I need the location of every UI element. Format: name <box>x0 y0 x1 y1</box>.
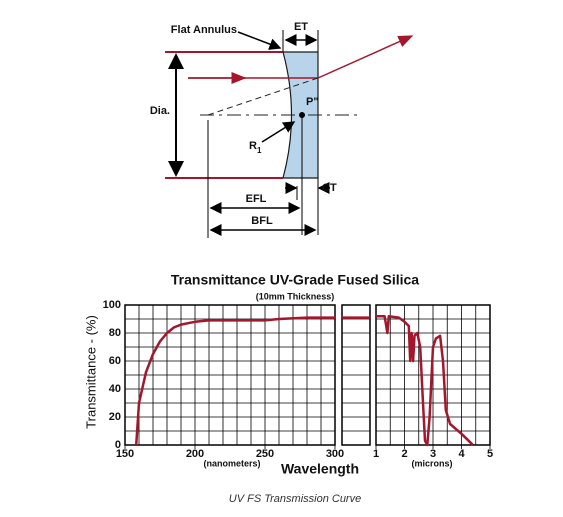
r1-pointer <box>261 121 296 143</box>
dia-label: Dia. <box>150 105 170 117</box>
transmission-chart: Transmittance UV-Grade Fused Silica (10m… <box>83 272 452 477</box>
r-label: R <box>249 140 257 152</box>
transmission-line <box>376 314 474 447</box>
r-subscript: 1 <box>257 146 262 155</box>
x-tick-label: 4 <box>458 448 465 460</box>
y-tick-label: 60 <box>109 355 121 367</box>
bfl-label: BFL <box>251 215 273 227</box>
x-unit-label: (microns) <box>411 458 452 468</box>
et-label: ET <box>294 21 308 33</box>
y-tick-label: 80 <box>109 327 121 339</box>
ray-out <box>317 35 414 79</box>
p-label: P" <box>306 96 319 108</box>
y-tick-label: 0 <box>115 439 121 451</box>
x-tick-label: 150 <box>116 448 134 460</box>
x-tick-label: 3 <box>430 448 436 460</box>
x-tick-label: 250 <box>256 448 274 460</box>
x-tick-label: 2 <box>401 448 407 460</box>
efl-label: EFL <box>246 193 267 205</box>
flat-annulus-label: Flat Annulus <box>171 24 237 36</box>
x-tick-label: 200 <box>186 448 204 460</box>
chart-title: Transmittance UV-Grade Fused Silica <box>171 272 419 288</box>
lens-diagram: Flat Annulus ET Dia. P" R 1 CT EFL BFL <box>150 21 414 238</box>
x-axis-label: Wavelength <box>281 461 359 477</box>
chart-subtitle: (10mm Thickness) <box>256 291 335 301</box>
y-tick-label: 20 <box>109 411 121 423</box>
y-tick-label: 40 <box>109 383 121 395</box>
x-tick-label: 5 <box>487 448 493 460</box>
y-axis-label: Transmittance - (%) <box>83 315 98 429</box>
transmission-line <box>134 316 335 446</box>
ct-label: CT <box>322 182 337 194</box>
x-tick-label: 300 <box>326 448 344 460</box>
x-tick-label: 1 <box>373 448 379 460</box>
y-tick-label: 100 <box>103 299 121 311</box>
annulus-pointer <box>237 31 282 50</box>
caption: UV FS Transmission Curve <box>229 493 361 505</box>
x-unit-label: (nanometers) <box>203 458 260 468</box>
